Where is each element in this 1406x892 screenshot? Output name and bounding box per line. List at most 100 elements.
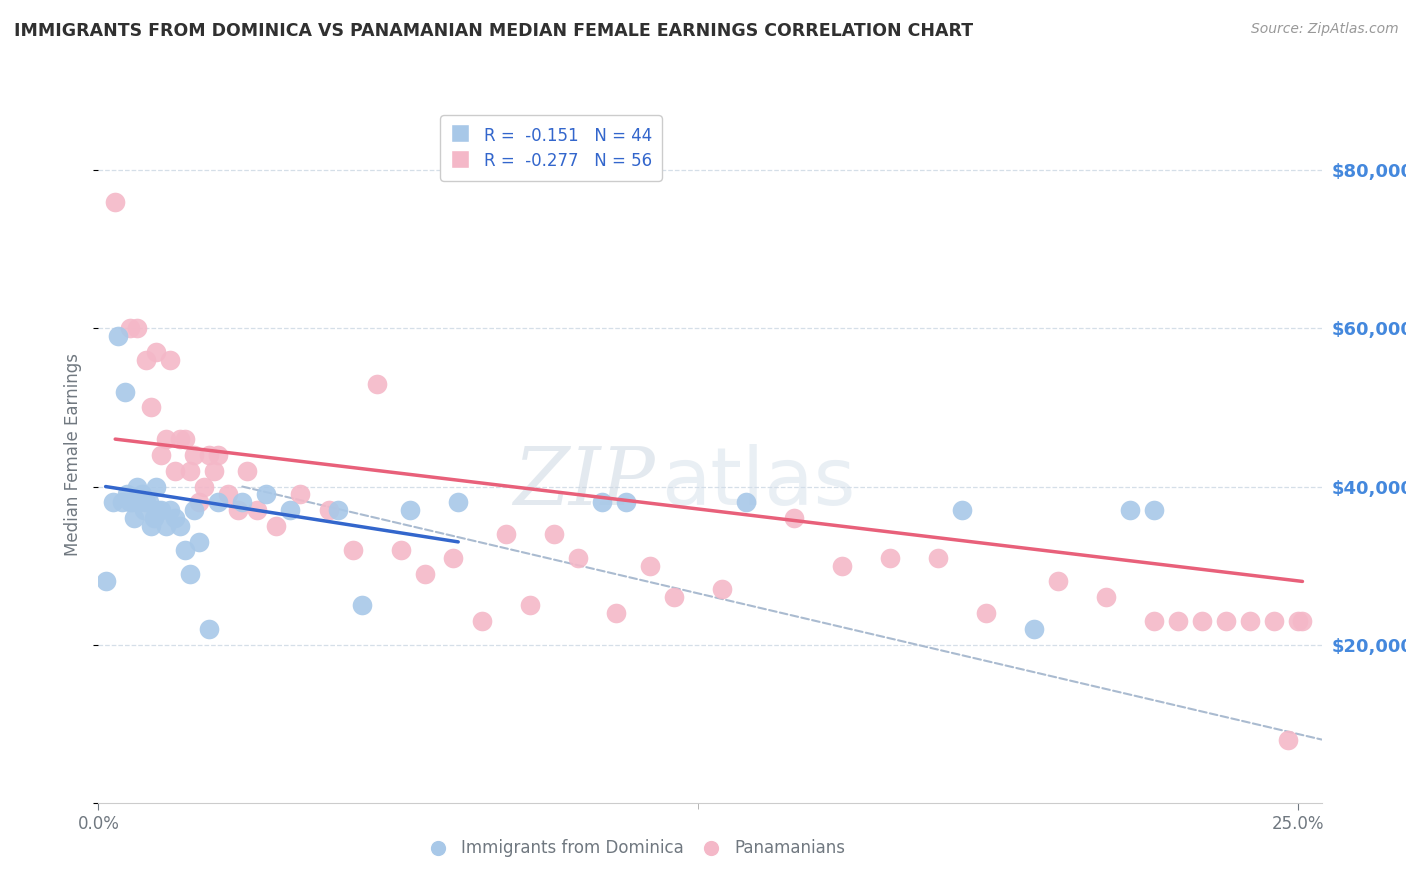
Point <box>149 503 172 517</box>
Point <box>318 503 340 517</box>
Point <box>107 329 129 343</box>
Point <box>179 566 201 581</box>
Point <box>94 574 117 589</box>
Point <box>207 448 229 462</box>
Text: ZIP: ZIP <box>513 444 655 522</box>
Point <box>188 495 211 509</box>
Point <box>1286 614 1309 628</box>
Point <box>149 448 172 462</box>
Point <box>711 582 734 597</box>
Point <box>159 503 181 517</box>
Point <box>342 542 364 557</box>
Point <box>1291 614 1313 628</box>
Point <box>226 503 249 517</box>
Point <box>1263 614 1285 628</box>
Point <box>638 558 661 573</box>
Text: atlas: atlas <box>661 443 855 522</box>
Point <box>135 495 157 509</box>
Point <box>142 511 165 525</box>
Point <box>202 464 225 478</box>
Point <box>148 503 170 517</box>
Point <box>352 598 374 612</box>
Point <box>950 503 973 517</box>
Point <box>735 495 758 509</box>
Point <box>328 503 350 517</box>
Point <box>118 495 141 509</box>
Point <box>1143 614 1166 628</box>
Point <box>831 558 853 573</box>
Y-axis label: Median Female Earnings: Median Female Earnings <box>65 353 83 557</box>
Point <box>413 566 436 581</box>
Point <box>145 479 167 493</box>
Point <box>217 487 239 501</box>
Point <box>441 550 464 565</box>
Text: IMMIGRANTS FROM DOMINICA VS PANAMANIAN MEDIAN FEMALE EARNINGS CORRELATION CHART: IMMIGRANTS FROM DOMINICA VS PANAMANIAN M… <box>14 22 973 40</box>
Point <box>159 353 181 368</box>
Point <box>1022 622 1045 636</box>
Point <box>591 495 613 509</box>
Point <box>927 550 949 565</box>
Point <box>141 401 163 415</box>
Point <box>519 598 541 612</box>
Point <box>124 511 146 525</box>
Legend: Immigrants from Dominica, Panamanians: Immigrants from Dominica, Panamanians <box>422 833 852 864</box>
Point <box>1215 614 1237 628</box>
Point <box>145 345 167 359</box>
Point <box>165 464 187 478</box>
Point <box>197 448 219 462</box>
Point <box>183 503 205 517</box>
Point <box>173 542 195 557</box>
Point <box>567 550 589 565</box>
Point <box>179 464 201 478</box>
Point <box>1191 614 1213 628</box>
Point <box>125 479 148 493</box>
Point <box>389 542 412 557</box>
Point <box>236 464 259 478</box>
Point <box>128 495 150 509</box>
Point <box>231 495 253 509</box>
Point <box>188 535 211 549</box>
Text: Source: ZipAtlas.com: Source: ZipAtlas.com <box>1251 22 1399 37</box>
Point <box>141 519 163 533</box>
Point <box>543 527 565 541</box>
Point <box>111 495 134 509</box>
Point <box>138 495 160 509</box>
Point <box>169 432 191 446</box>
Point <box>1143 503 1166 517</box>
Point <box>399 503 422 517</box>
Point <box>495 527 517 541</box>
Point <box>1119 503 1142 517</box>
Point <box>135 353 157 368</box>
Point <box>662 591 685 605</box>
Point <box>131 487 153 501</box>
Point <box>169 519 191 533</box>
Point <box>288 487 311 501</box>
Point <box>207 495 229 509</box>
Point <box>614 495 637 509</box>
Point <box>879 550 901 565</box>
Point <box>447 495 470 509</box>
Point <box>254 487 277 501</box>
Point <box>246 503 269 517</box>
Point <box>173 432 195 446</box>
Point <box>1167 614 1189 628</box>
Point <box>114 384 136 399</box>
Point <box>121 495 143 509</box>
Point <box>125 321 148 335</box>
Point <box>278 503 301 517</box>
Point <box>1046 574 1069 589</box>
Point <box>193 479 215 493</box>
Point <box>783 511 806 525</box>
Point <box>974 606 997 620</box>
Point <box>183 448 205 462</box>
Point <box>1239 614 1261 628</box>
Point <box>115 487 138 501</box>
Point <box>264 519 287 533</box>
Point <box>471 614 494 628</box>
Point <box>1094 591 1116 605</box>
Point <box>101 495 124 509</box>
Point <box>118 321 141 335</box>
Point <box>155 519 177 533</box>
Point <box>197 622 219 636</box>
Point <box>104 194 127 209</box>
